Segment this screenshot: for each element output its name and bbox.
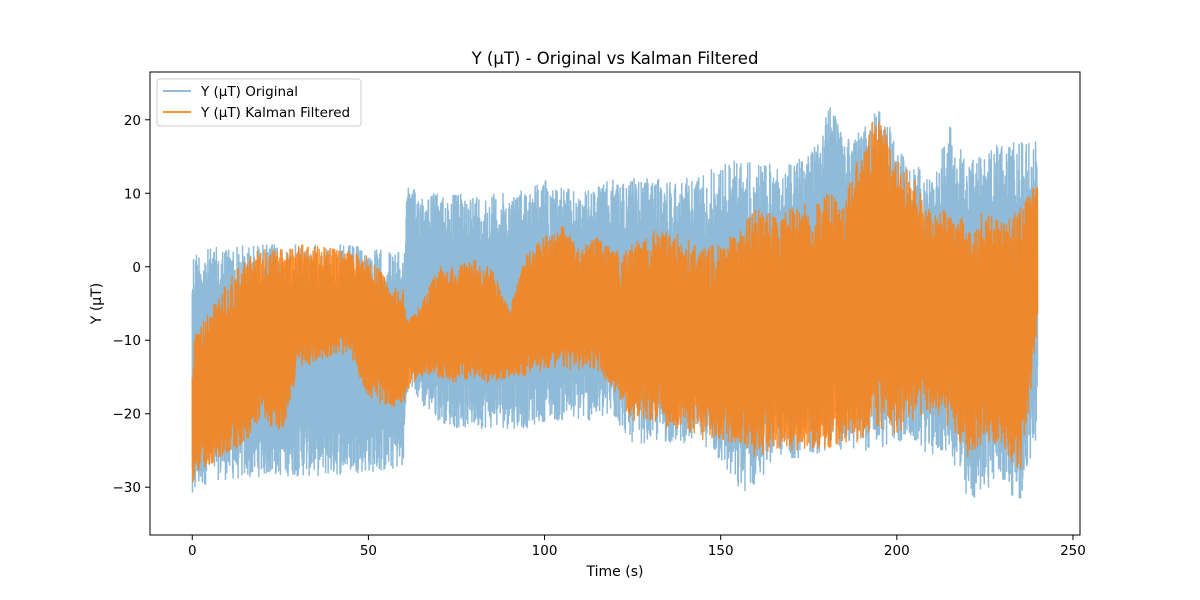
y-tick-label: 20 [124,113,141,129]
plot-frame [149,71,1081,536]
x-tick-label: 100 [532,543,558,559]
series-1-group [191,121,1039,483]
y-tick-label: 0 [132,260,141,276]
y-tick-label: 10 [124,186,141,202]
legend-label-original: Y (μT) Original [200,84,298,100]
y-tick-label: −20 [113,407,142,423]
x-tick-label: 50 [360,543,377,559]
legend-box [156,78,362,127]
x-axis: 0 50 100 150 200 250 [188,535,1086,559]
y-tick-label: −10 [113,333,142,349]
x-axis-label: Time (s) [586,564,644,580]
legend: Y (μT) Original Y (μT) Kalman Filtered [156,78,362,127]
x-tick-label: 200 [884,543,910,559]
x-tick-label: 0 [188,543,197,559]
legend-label-kalman: Y (μT) Kalman Filtered [200,105,350,121]
y-tick-label: −30 [113,480,142,496]
y-axis: −30 −20 −10 0 10 20 [113,113,150,496]
chart-title: Y (μT) - Original vs Kalman Filtered [471,49,759,68]
y-axis-label: Y (μT) [89,283,105,325]
plot-series-group [191,107,1039,499]
x-tick-label: 150 [708,543,734,559]
x-tick-label: 250 [1060,543,1086,559]
series-line-1 [191,121,1039,483]
